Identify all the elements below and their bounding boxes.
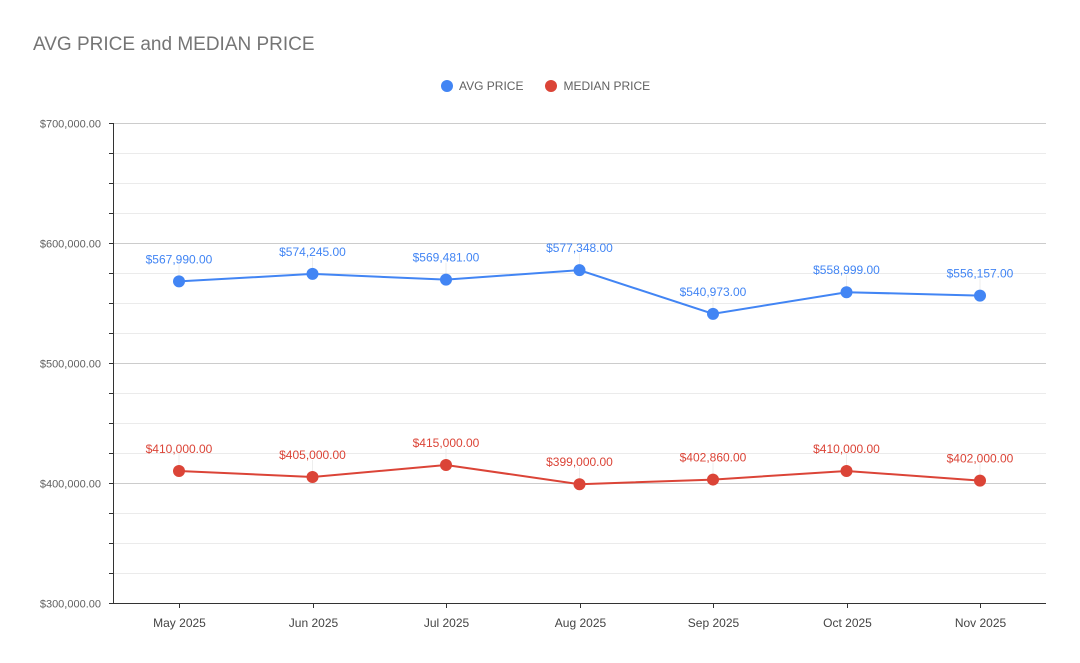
y-tick-label: $400,000.00 — [40, 479, 101, 491]
legend-swatch-avg — [441, 80, 453, 92]
data-point — [573, 478, 586, 491]
legend-swatch-median — [545, 80, 558, 92]
data-label: $410,000.00 — [813, 442, 880, 456]
data-label: $405,000.00 — [279, 448, 346, 462]
legend-label-median: MEDIAN PRICE — [563, 79, 651, 93]
y-tick-label: $300,000.00 — [40, 599, 101, 611]
data-label: $402,860.00 — [680, 451, 747, 465]
data-label: $577,348.00 — [546, 241, 613, 255]
data-label: $567,990.00 — [146, 252, 213, 266]
data-label: $569,481.00 — [413, 251, 480, 265]
data-label: $402,000.00 — [947, 452, 1014, 466]
data-point — [840, 286, 853, 299]
data-label: $399,000.00 — [546, 455, 613, 469]
x-tick-label: Jul 2025 — [424, 616, 470, 630]
y-tick-label: $700,000.00 — [40, 119, 101, 131]
data-point — [707, 473, 719, 486]
data-point — [440, 459, 452, 471]
data-point — [573, 264, 586, 277]
x-tick-label: Jun 2025 — [289, 616, 339, 630]
data-point — [306, 267, 319, 280]
data-label: $415,000.00 — [413, 436, 480, 450]
x-tick-label: May 2025 — [153, 616, 206, 630]
data-point — [306, 471, 319, 483]
x-tick-label: Aug 2025 — [555, 616, 607, 630]
data-label: $558,999.00 — [813, 263, 880, 277]
data-point — [840, 465, 853, 477]
y-tick-label: $500,000.00 — [40, 359, 101, 371]
data-point — [173, 465, 185, 477]
data-point — [974, 474, 986, 487]
legend: AVG PRICE MEDIAN PRICE — [441, 79, 666, 93]
data-point — [440, 273, 452, 286]
data-point — [173, 275, 185, 288]
data-label: $574,245.00 — [279, 245, 346, 259]
chart-title: AVG PRICE and MEDIAN PRICE — [33, 34, 315, 55]
data-point — [974, 289, 986, 302]
data-label: $556,157.00 — [947, 267, 1014, 281]
legend-label-avg: AVG PRICE — [459, 79, 524, 93]
x-tick-label: Nov 2025 — [955, 616, 1007, 630]
data-point — [707, 307, 719, 320]
data-label: $410,000.00 — [146, 442, 213, 456]
x-tick-label: Oct 2025 — [823, 616, 872, 630]
data-label: $540,973.00 — [680, 285, 747, 299]
x-tick-label: Sep 2025 — [688, 616, 740, 630]
y-tick-label: $600,000.00 — [40, 239, 101, 251]
